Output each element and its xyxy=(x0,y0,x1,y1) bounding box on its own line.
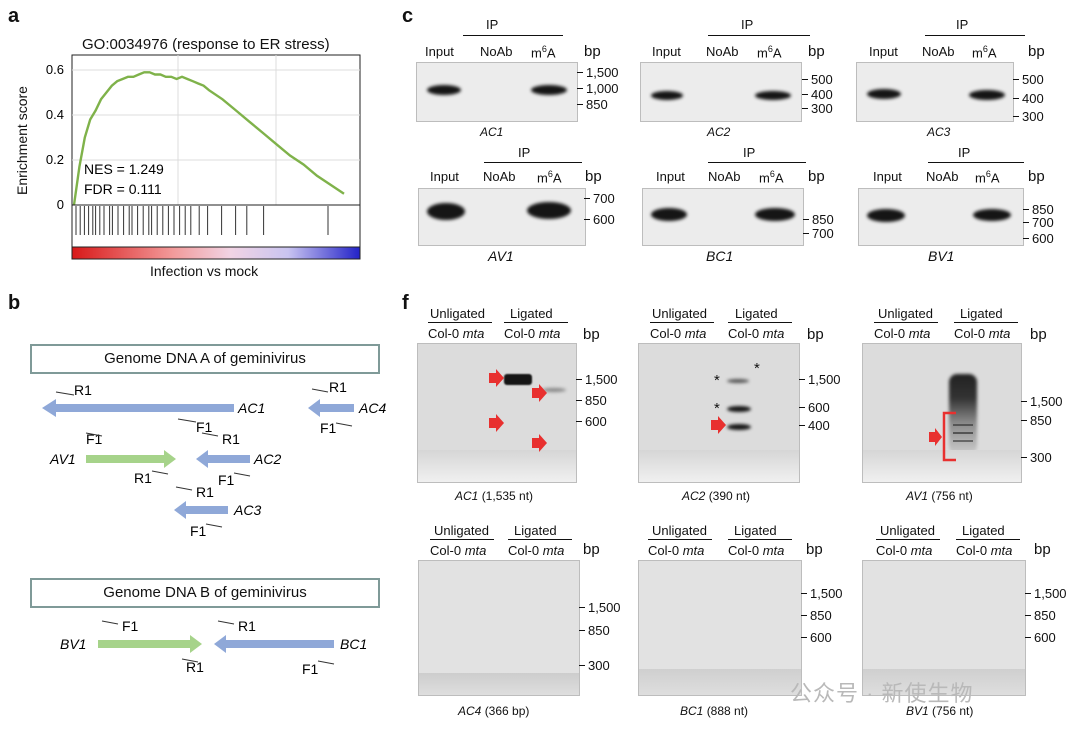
ac3-r1: R1 xyxy=(196,484,214,500)
gsea-grid xyxy=(72,55,360,205)
gel-c-ac3 xyxy=(856,62,1014,122)
c1-input: Input xyxy=(425,44,454,59)
bv1-f1: F1 xyxy=(122,618,139,634)
c1-gene: AC1 xyxy=(480,125,504,139)
av1-arrow xyxy=(86,450,176,468)
panel-b-label: b xyxy=(8,292,21,314)
ac3-arrow xyxy=(174,501,228,519)
gel-f-bv1 xyxy=(862,560,1026,696)
ytick-1: 0.4 xyxy=(46,107,64,122)
enrichment-curve xyxy=(72,71,345,206)
gel-f-bc1 xyxy=(638,560,802,696)
av1-label: AV1 xyxy=(49,451,76,467)
gel-c-av1 xyxy=(418,188,586,246)
barcode-frame xyxy=(71,204,361,248)
c1-bp: bp xyxy=(584,43,601,60)
ac3-label: AC3 xyxy=(233,502,261,518)
star-2: * xyxy=(754,360,760,377)
panel-a-xlabel: Infection vs mock xyxy=(150,263,259,279)
ac1-label: AC1 xyxy=(237,400,265,416)
bv1-label: BV1 xyxy=(60,636,86,652)
gel-c-ac1 xyxy=(416,62,578,122)
star-3: * xyxy=(714,400,720,417)
ytick-0: 0.6 xyxy=(46,62,64,77)
gel-f-av1 xyxy=(862,343,1022,483)
ac1-arrow xyxy=(42,399,234,417)
c1-m6a: m6A xyxy=(531,44,556,61)
gel-f-ac2 xyxy=(638,343,800,483)
panel-f-label: f xyxy=(402,292,409,314)
ac4-f1: F1 xyxy=(320,420,337,436)
bc1-label: BC1 xyxy=(340,636,367,652)
ac2-f1: F1 xyxy=(218,472,235,488)
nes-text: NES = 1.249 xyxy=(84,161,164,177)
gel-c-bc1 xyxy=(642,188,804,246)
hit-barcode xyxy=(75,206,329,235)
ac2-label: AC2 xyxy=(253,451,281,467)
panel-c-label: c xyxy=(402,5,414,27)
gel-c-bv1 xyxy=(858,188,1024,246)
bv1-arrow xyxy=(98,635,202,653)
ac4-arrow xyxy=(308,399,354,417)
panel-a-ylabel: Enrichment score xyxy=(14,86,30,195)
c1-ip: IP xyxy=(486,17,499,32)
ac1-f1: F1 xyxy=(196,419,213,435)
gel-c-ac2 xyxy=(640,62,802,122)
bv1-r1: R1 xyxy=(186,659,204,675)
gel-f-ac1 xyxy=(417,343,577,483)
ytick-3: 0 xyxy=(57,197,64,212)
panel-a-label: a xyxy=(8,5,20,27)
bc1-arrow xyxy=(214,635,334,653)
ac4-label: AC4 xyxy=(358,400,386,416)
genome-a-box: Genome DNA A of geminivirus xyxy=(30,344,380,374)
c1-noab: NoAb xyxy=(480,44,513,59)
ac2-arrow xyxy=(196,450,250,468)
ac3-f1: F1 xyxy=(190,523,207,539)
bc1-f1: F1 xyxy=(302,661,319,675)
ac2-r1: R1 xyxy=(222,431,240,447)
watermark: 公众号 · 新使生物 xyxy=(790,681,974,706)
genome-map: R1 AC1 F1 R1 AC4 F1 F1 AV1 R1 R1 AC2 F1 … xyxy=(42,379,386,675)
fdr-text: FDR = 0.111 xyxy=(84,181,162,197)
panel-a-title: GO:0034976 (response to ER stress) xyxy=(82,36,330,53)
star-1: * xyxy=(714,372,720,389)
gel-f-ac4 xyxy=(418,560,580,696)
bc1-r1: R1 xyxy=(238,618,256,634)
gsea-plot: 0.6 0.4 0.2 0 NES = 1.249 FDR = 0.111 xyxy=(46,54,361,260)
ac1-r1: R1 xyxy=(74,382,92,398)
rank-gradient xyxy=(71,246,361,260)
ytick-2: 0.2 xyxy=(46,152,64,167)
genome-b-box: Genome DNA B of geminivirus xyxy=(30,578,380,608)
av1-r1: R1 xyxy=(134,470,152,486)
ac4-r1: R1 xyxy=(329,379,347,395)
